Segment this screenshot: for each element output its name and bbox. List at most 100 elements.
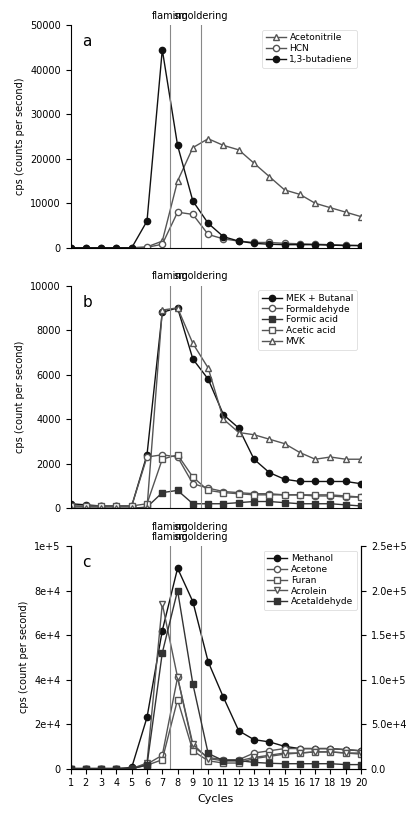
- Acetonitrile: [236, 144, 241, 155]
- Furan: [221, 758, 226, 768]
- Acetic acid: [251, 490, 256, 500]
- Methanol: [251, 735, 256, 745]
- Acetone: [160, 750, 165, 760]
- Acrolein: [206, 753, 211, 764]
- Line: Acetic acid: Acetic acid: [67, 452, 364, 509]
- MEK + Butanal: [267, 468, 272, 478]
- Line: Acrolein: Acrolein: [67, 601, 364, 772]
- Acetone: [298, 743, 303, 753]
- Formaldehyde: [359, 492, 364, 502]
- Formic acid: [175, 486, 180, 496]
- Legend: MEK + Butanal, Formaldehyde, Formic acid, Acetic acid, MVK: MEK + Butanal, Formaldehyde, Formic acid…: [259, 290, 356, 349]
- Line: Acetaldehyde: Acetaldehyde: [67, 587, 364, 772]
- Acetone: [190, 742, 195, 752]
- Line: MVK: MVK: [67, 305, 364, 512]
- Formic acid: [251, 496, 256, 507]
- MEK + Butanal: [298, 476, 303, 486]
- Furan: [282, 749, 287, 759]
- MVK: [206, 363, 211, 373]
- Furan: [251, 753, 256, 764]
- Acetaldehyde: [236, 755, 241, 765]
- Acetone: [99, 764, 104, 774]
- Furan: [359, 749, 364, 759]
- Formaldehyde: [328, 491, 333, 501]
- Methanol: [298, 743, 303, 753]
- Acetonitrile: [68, 243, 73, 253]
- 1,3-butadiene: [175, 140, 180, 150]
- Acetic acid: [68, 501, 73, 511]
- HCN: [68, 243, 73, 253]
- HCN: [312, 239, 317, 249]
- Formic acid: [190, 499, 195, 509]
- Methanol: [312, 743, 317, 753]
- Acetonitrile: [312, 198, 317, 208]
- Formic acid: [144, 502, 149, 512]
- MEK + Butanal: [68, 499, 73, 509]
- MVK: [114, 503, 119, 513]
- Formaldehyde: [298, 490, 303, 500]
- Line: Acetonitrile: Acetonitrile: [67, 135, 364, 251]
- MVK: [144, 503, 149, 513]
- MEK + Butanal: [206, 374, 211, 384]
- Acetonitrile: [175, 176, 180, 186]
- Y-axis label: cps (count per second): cps (count per second): [19, 601, 29, 713]
- 1,3-butadiene: [343, 240, 348, 250]
- Acrolein: [359, 748, 364, 758]
- 1,3-butadiene: [221, 232, 226, 242]
- Acetonitrile: [282, 185, 287, 195]
- MEK + Butanal: [343, 476, 348, 486]
- Y-axis label: cps (count per second): cps (count per second): [15, 341, 24, 453]
- Formic acid: [359, 501, 364, 511]
- Methanol: [190, 596, 195, 606]
- Acetonitrile: [99, 243, 104, 253]
- Acetone: [312, 743, 317, 753]
- 1,3-butadiene: [267, 239, 272, 249]
- MVK: [267, 434, 272, 444]
- Acrolein: [328, 747, 333, 757]
- Formaldehyde: [206, 483, 211, 493]
- Acetaldehyde: [190, 679, 195, 689]
- HCN: [129, 243, 134, 253]
- Acetic acid: [236, 489, 241, 499]
- 1,3-butadiene: [68, 243, 73, 253]
- Acetic acid: [359, 492, 364, 502]
- HCN: [359, 240, 364, 250]
- Formic acid: [99, 503, 104, 513]
- Furan: [267, 751, 272, 761]
- Acetaldehyde: [83, 764, 88, 774]
- Methanol: [236, 726, 241, 736]
- 1,3-butadiene: [99, 243, 104, 253]
- Formaldehyde: [221, 486, 226, 496]
- Acrolein: [190, 739, 195, 749]
- 1,3-butadiene: [144, 216, 149, 226]
- 1,3-butadiene: [236, 236, 241, 246]
- MEK + Butanal: [99, 501, 104, 511]
- Acrolein: [312, 747, 317, 757]
- Acrolein: [282, 748, 287, 758]
- Acetic acid: [282, 490, 287, 500]
- Line: Formaldehyde: Formaldehyde: [67, 452, 364, 510]
- Formic acid: [343, 500, 348, 510]
- Acetonitrile: [221, 140, 226, 150]
- Acetaldehyde: [221, 755, 226, 765]
- Acetone: [206, 753, 211, 763]
- MEK + Butanal: [312, 476, 317, 486]
- MVK: [359, 454, 364, 465]
- Acetone: [267, 746, 272, 756]
- Formic acid: [221, 499, 226, 509]
- Acetic acid: [298, 490, 303, 500]
- HCN: [221, 234, 226, 244]
- 1,3-butadiene: [114, 243, 119, 253]
- Text: smoldering: smoldering: [173, 11, 228, 21]
- MEK + Butanal: [144, 449, 149, 459]
- Formic acid: [328, 499, 333, 509]
- Furan: [175, 695, 180, 705]
- Acetonitrile: [190, 143, 195, 153]
- Furan: [129, 764, 134, 774]
- Acetaldehyde: [328, 759, 333, 769]
- Acetic acid: [190, 472, 195, 482]
- Acrolein: [114, 764, 119, 774]
- Acetone: [221, 754, 226, 764]
- Acetic acid: [114, 501, 119, 511]
- Acetonitrile: [114, 243, 119, 253]
